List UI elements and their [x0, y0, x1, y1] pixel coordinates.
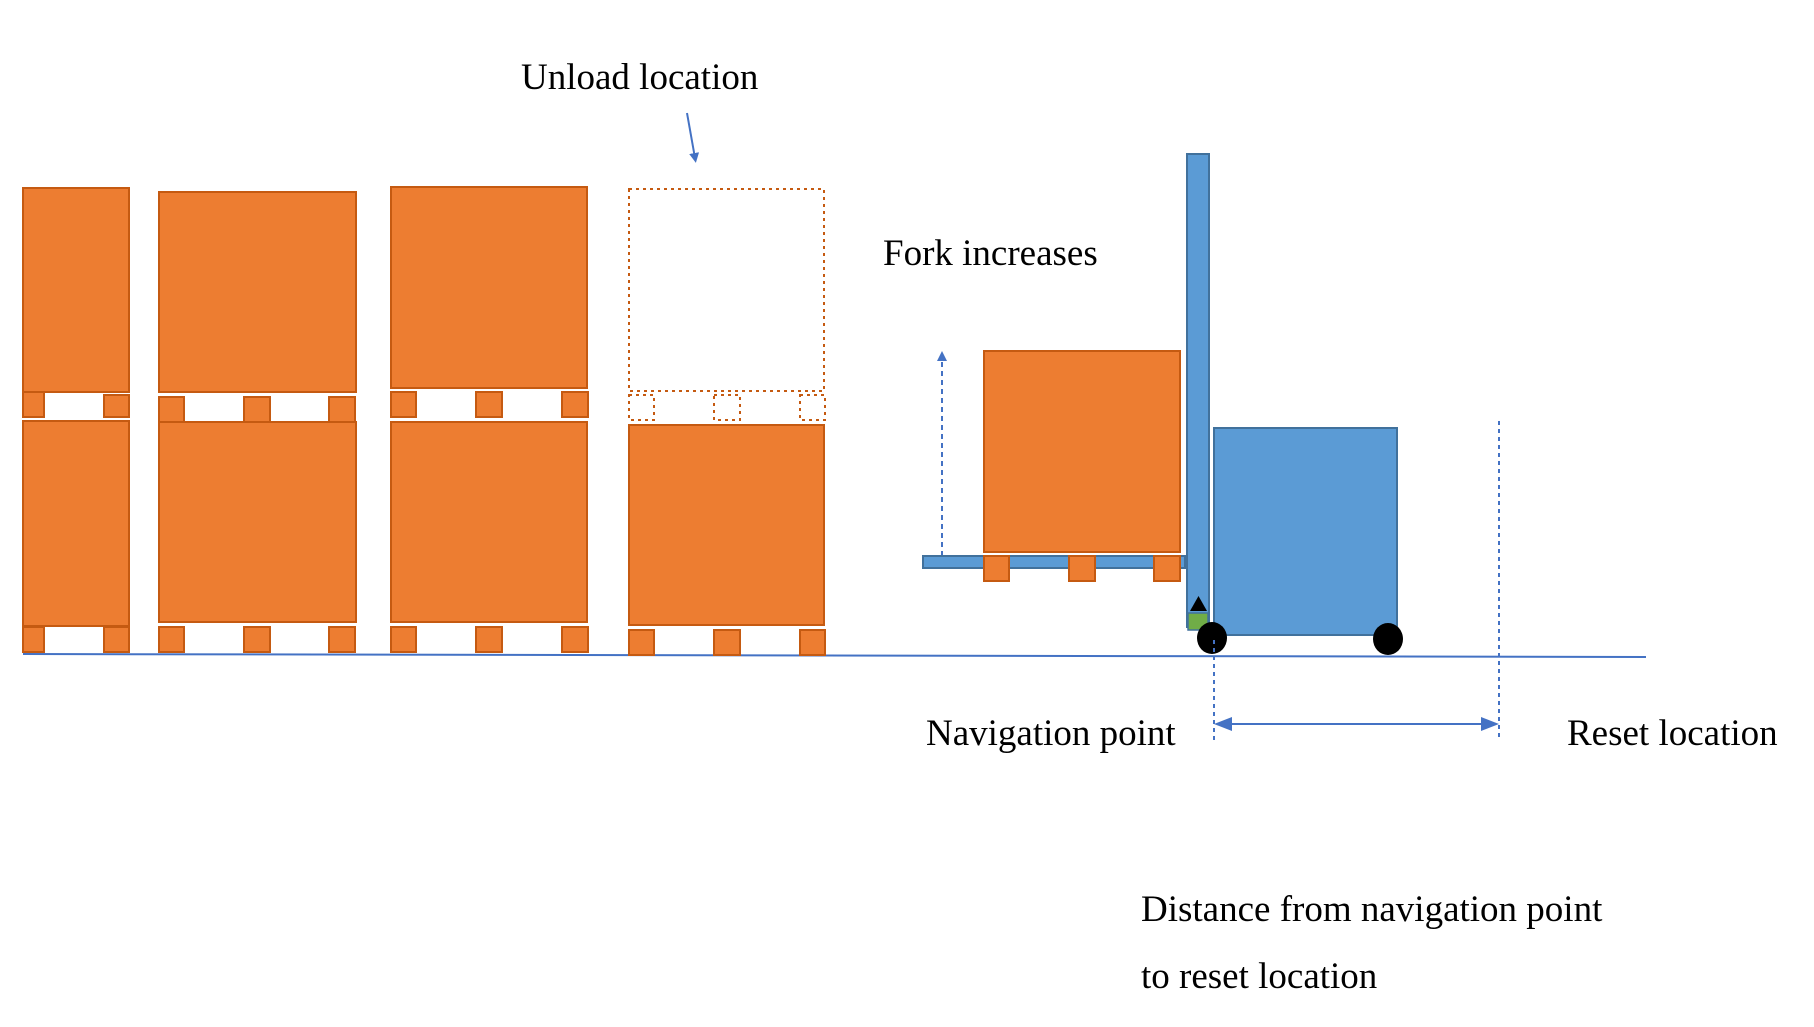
pallet-box — [390, 186, 588, 389]
pallet-box — [22, 420, 130, 627]
forklift-body — [1213, 427, 1398, 636]
forklift-fork — [922, 555, 1186, 569]
ground-line — [22, 653, 1647, 658]
pallet-stack-1 — [22, 187, 130, 653]
navigation-point-label: Navigation point — [926, 713, 1176, 754]
pallet-foot — [1068, 555, 1096, 582]
forklift-mast — [1186, 153, 1210, 628]
pallet-box — [158, 191, 357, 393]
unload-slot-foot — [628, 394, 655, 421]
pallet-box — [390, 421, 588, 623]
pallet-box — [628, 424, 825, 626]
distance-label-line-1: Distance from navigation point — [1141, 889, 1603, 930]
distance-label-line-2: to reset location — [1141, 956, 1378, 997]
pallet-foot — [158, 626, 185, 653]
carried-pallet — [983, 350, 1181, 582]
pallet-foot — [158, 396, 185, 423]
distance-arrowhead-right — [1481, 717, 1499, 731]
reset-location-label: Reset location — [1567, 713, 1778, 754]
pallet-stack-2 — [158, 191, 357, 653]
pallet-foot — [390, 626, 417, 653]
unload-slot-foot — [713, 394, 741, 421]
pallet-foot — [983, 555, 1010, 582]
forklift — [922, 153, 1403, 655]
pallet-foot — [328, 396, 356, 423]
pallet-foot — [22, 391, 45, 418]
pallet-box — [158, 421, 357, 623]
pallet-foot — [561, 391, 589, 418]
rear-wheel — [1373, 623, 1403, 655]
sensor-marker-icon — [1190, 596, 1207, 611]
distance-arrowhead-left — [1214, 717, 1232, 731]
pallet-foot — [243, 626, 271, 653]
pallet-foot — [390, 391, 417, 418]
unload-slot — [628, 188, 826, 421]
fork-increases-label: Fork increases — [883, 233, 1098, 274]
pallet-stack-3 — [390, 186, 589, 653]
pallet-box — [22, 187, 130, 393]
pallet-box — [983, 350, 1181, 553]
pallet-foot — [475, 391, 503, 418]
pallet-foot — [103, 626, 130, 653]
pallet-foot — [475, 626, 503, 653]
pallet-foot — [103, 394, 130, 418]
pallet-foot — [628, 629, 655, 656]
pallet-foot — [22, 626, 45, 653]
unload-slot-foot — [799, 394, 826, 421]
pallet-foot — [561, 626, 589, 653]
pallet-stack-4 — [628, 424, 826, 656]
pallet-foot — [328, 626, 356, 653]
unload-arrow — [686, 112, 700, 163]
pallet-foot — [799, 629, 826, 656]
front-wheel — [1197, 622, 1227, 654]
pallet-foot — [713, 629, 741, 656]
pallet-foot — [1153, 555, 1181, 582]
unload-slot-box — [628, 188, 825, 392]
pallet-foot — [243, 396, 271, 423]
unload-location-label: Unload location — [521, 57, 759, 98]
